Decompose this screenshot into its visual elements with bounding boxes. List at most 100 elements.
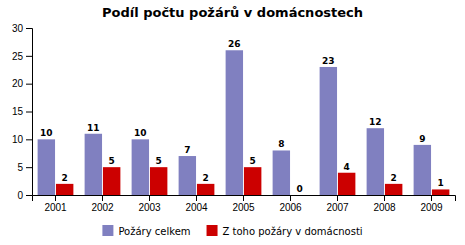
bar bbox=[85, 134, 102, 195]
x-tick-mark bbox=[243, 195, 244, 201]
title: Podíl počtu požárů v domácnostech bbox=[102, 5, 363, 20]
bar bbox=[103, 167, 120, 195]
legend-label: Požáry celkem bbox=[118, 226, 190, 237]
series-bars bbox=[56, 167, 449, 195]
x-tick: 2001 bbox=[44, 195, 67, 213]
x-tick-label: 2007 bbox=[326, 202, 349, 213]
y-tick: 30 bbox=[12, 23, 32, 34]
x-tick: 2009 bbox=[420, 195, 443, 213]
plot: 1011107268231292552504210510152025302001… bbox=[12, 23, 456, 213]
data-label: 9 bbox=[419, 134, 425, 144]
y-tick-mark bbox=[26, 139, 32, 140]
bar bbox=[432, 189, 449, 195]
x-tick-mark bbox=[337, 195, 338, 201]
y-tick-mark bbox=[26, 112, 32, 113]
y-tick-mark bbox=[26, 28, 32, 29]
bars bbox=[38, 50, 450, 195]
data-label: 7 bbox=[184, 145, 190, 155]
legend-label: Z toho požáry v domácnosti bbox=[223, 226, 363, 237]
bar bbox=[244, 167, 261, 195]
x-axis: 2001 2002 2003 2004 2005 2006 2007 2008 2009 bbox=[33, 195, 456, 213]
data-label: 2 bbox=[203, 173, 209, 183]
y-tick-label: 0 bbox=[17, 190, 23, 201]
legend-item: Požáry celkem bbox=[102, 225, 190, 237]
series-bars bbox=[38, 50, 431, 195]
y-tick-label: 15 bbox=[12, 106, 24, 117]
y-tick: 0 bbox=[17, 190, 32, 201]
x-tick: 2002 bbox=[91, 195, 114, 213]
data-label: 10 bbox=[40, 128, 53, 138]
bar bbox=[38, 139, 55, 195]
data-label: 11 bbox=[87, 123, 100, 133]
y-tick-mark bbox=[26, 167, 32, 168]
bar bbox=[414, 145, 431, 195]
data-label: 8 bbox=[278, 139, 284, 149]
data-label: 10 bbox=[134, 128, 147, 138]
data-labels: 101110726823129255250421 bbox=[40, 39, 444, 194]
x-tick-label: 2003 bbox=[138, 202, 161, 213]
y-tick-label: 30 bbox=[12, 23, 24, 34]
bar bbox=[320, 67, 337, 195]
y-tick: 10 bbox=[12, 134, 32, 145]
bar bbox=[56, 184, 73, 195]
x-tick-mark bbox=[290, 195, 291, 201]
data-label: 23 bbox=[322, 56, 335, 66]
data-label: 5 bbox=[109, 156, 115, 166]
x-tick-label: 2006 bbox=[279, 202, 302, 213]
data-label: 2 bbox=[391, 173, 397, 183]
y-tick: 20 bbox=[12, 78, 32, 89]
bar bbox=[367, 128, 384, 195]
chart: Podíl počtu požárů v domácnostech1011107… bbox=[0, 0, 465, 245]
bar bbox=[291, 195, 308, 196]
y-tick-mark bbox=[26, 56, 32, 57]
legend-swatch bbox=[207, 225, 218, 236]
bar bbox=[179, 156, 196, 195]
y-tick-mark bbox=[26, 195, 32, 196]
x-tick-label: 2002 bbox=[91, 202, 114, 213]
x-tick-label: 2001 bbox=[44, 202, 67, 213]
bar bbox=[226, 50, 243, 195]
data-label: 4 bbox=[344, 162, 350, 172]
data-label: 5 bbox=[156, 156, 162, 166]
x-tick-mark bbox=[431, 195, 432, 201]
x-tick-mark bbox=[196, 195, 197, 201]
x-tick-label: 2005 bbox=[232, 202, 255, 213]
y-tick: 25 bbox=[12, 51, 32, 62]
y-axis-line bbox=[26, 29, 33, 196]
y-tick: 15 bbox=[12, 106, 32, 117]
x-tick: 2003 bbox=[138, 195, 161, 213]
x-axis-line bbox=[33, 196, 456, 202]
legend: Požáry celkem Z toho požáry v domácnosti bbox=[102, 225, 362, 237]
y-tick-label: 20 bbox=[12, 78, 24, 89]
y-tick: 5 bbox=[17, 162, 32, 173]
data-label: 5 bbox=[250, 156, 256, 166]
x-tick-label: 2004 bbox=[185, 202, 208, 213]
x-tick-label: 2008 bbox=[373, 202, 396, 213]
data-label: 2 bbox=[62, 173, 68, 183]
x-tick: 2008 bbox=[373, 195, 396, 213]
x-tick-mark bbox=[55, 195, 56, 201]
bar bbox=[338, 173, 355, 195]
bar bbox=[273, 150, 290, 195]
data-label: 1 bbox=[438, 178, 444, 188]
bar bbox=[385, 184, 402, 195]
x-tick-mark bbox=[384, 195, 385, 201]
x-tick-label: 2009 bbox=[420, 202, 443, 213]
x-tick: 2006 bbox=[279, 195, 302, 213]
bar bbox=[150, 167, 167, 195]
x-tick: 2007 bbox=[326, 195, 349, 213]
legend-item: Z toho požáry v domácnosti bbox=[207, 225, 363, 237]
x-tick: 2004 bbox=[185, 195, 208, 213]
y-tick-mark bbox=[26, 84, 32, 85]
x-tick-mark bbox=[149, 195, 150, 201]
bar bbox=[132, 139, 149, 195]
bar bbox=[197, 184, 214, 195]
data-label: 12 bbox=[369, 117, 382, 127]
y-tick-label: 25 bbox=[12, 51, 24, 62]
data-label: 0 bbox=[297, 184, 303, 194]
x-tick-mark bbox=[102, 195, 103, 201]
y-axis: 0 5 10 15 20 25 30 bbox=[12, 23, 33, 201]
legend-swatch bbox=[102, 225, 113, 236]
y-tick-label: 10 bbox=[12, 134, 24, 145]
y-tick-label: 5 bbox=[17, 162, 23, 173]
